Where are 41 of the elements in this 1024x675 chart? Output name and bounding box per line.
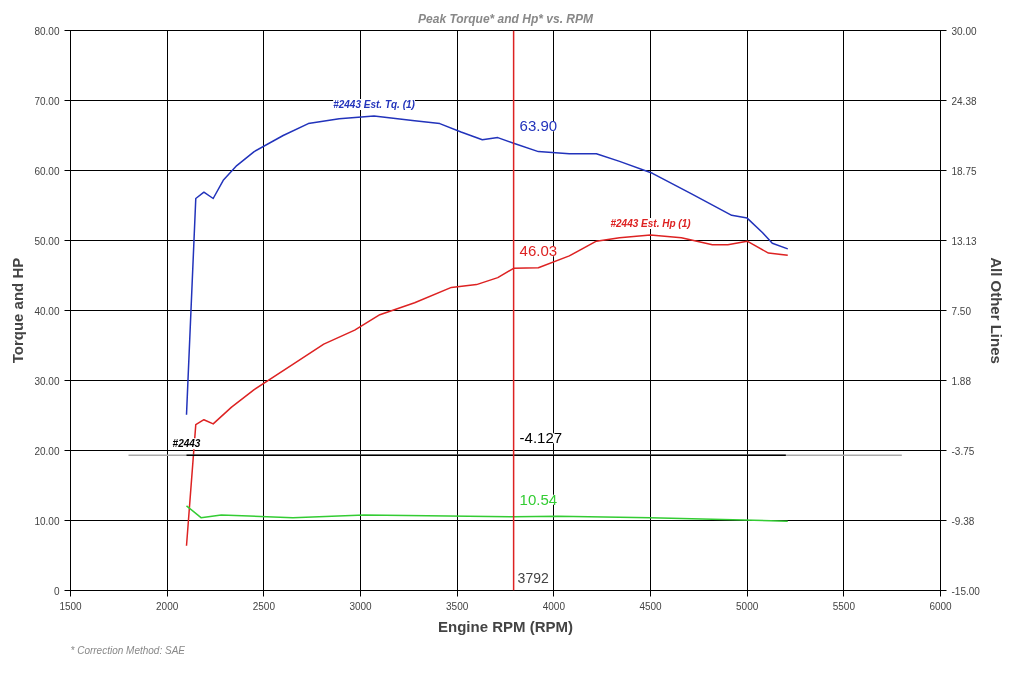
ref-line-label: 3792 — [517, 569, 549, 586]
x-tick-label: 1500 — [59, 600, 83, 612]
x-tick-label: 3500 — [446, 600, 469, 612]
y-tick-label: 20.00 — [34, 445, 60, 457]
data-label: 10.54 — [519, 490, 558, 508]
y-tick-label: 40.00 — [34, 305, 60, 317]
y2-tick-label: 7.50 — [951, 305, 972, 317]
data-label: -4.127 — [519, 429, 563, 447]
x-tick-label: 6000 — [929, 600, 953, 612]
y-tick-label: 80.00 — [34, 25, 60, 37]
series-label: #2443 Est. Tq. (1) — [333, 98, 416, 110]
data-label: 46.03 — [519, 242, 558, 260]
x-tick-label: 2000 — [156, 600, 179, 612]
y-tick-label: 30.00 — [34, 375, 60, 387]
y-tick-label: 10.00 — [34, 515, 60, 527]
data-label: 63.90 — [519, 117, 558, 135]
y-tick-label: 70.00 — [34, 95, 60, 107]
y2-axis-title: All Other Lines — [987, 257, 1005, 364]
y2-tick-label: 18.75 — [951, 165, 977, 177]
x-tick-label: 2500 — [252, 600, 276, 612]
y2-tick-label: -15.00 — [951, 585, 981, 597]
y-tick-label: 0 — [53, 585, 60, 597]
y2-tick-label: -9.38 — [951, 515, 975, 527]
y2-tick-label: 24.38 — [951, 95, 977, 107]
x-tick-label: 4000 — [542, 600, 566, 612]
chart-title: Peak Torque* and Hp* vs. RPM — [418, 11, 594, 26]
y2-tick-label: 30.00 — [951, 25, 977, 37]
y2-tick-label: -3.75 — [951, 445, 975, 457]
x-tick-label: 5000 — [736, 600, 759, 612]
series-label: #2443 — [172, 438, 201, 450]
y-axis-title: Torque and HP — [9, 257, 27, 364]
text: * Correction Method: SAE — [70, 644, 186, 656]
x-tick-label: 5500 — [832, 600, 856, 612]
x-tick-label: 4500 — [639, 600, 663, 612]
y2-tick-label: 1.88 — [951, 375, 972, 387]
series-label: #2443 Est. Hp (1) — [610, 217, 692, 229]
x-tick-label: 3000 — [349, 600, 373, 612]
y-tick-label: 50.00 — [34, 235, 60, 247]
x-axis-title: Engine RPM (RPM) — [438, 617, 573, 635]
y2-tick-label: 13.13 — [951, 235, 977, 247]
y-tick-label: 60.00 — [34, 165, 60, 177]
